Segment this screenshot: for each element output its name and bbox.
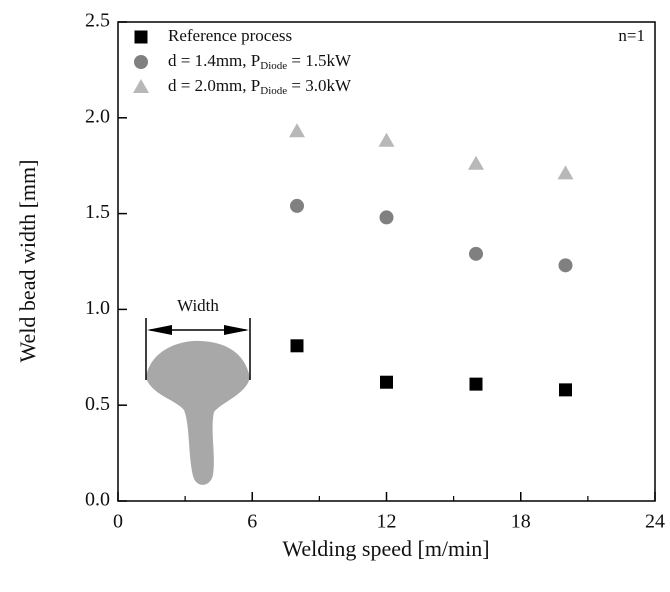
- x-tick-label: 24: [645, 511, 665, 533]
- arrow-heads: [147, 325, 249, 335]
- data-point: [469, 377, 483, 391]
- data-point: [380, 375, 393, 389]
- data-point: [289, 123, 305, 138]
- legend-label: Reference process: [168, 26, 292, 45]
- y-axis-label: Weld bead width [mm]: [15, 160, 40, 363]
- legend-marker: [134, 55, 148, 69]
- data-point: [378, 132, 395, 147]
- legend-subscript: Diode: [260, 85, 287, 97]
- y-tick-label: 2.0: [85, 105, 110, 127]
- data-point: [290, 198, 304, 213]
- x-tick-label: 18: [511, 511, 531, 533]
- y-tick-label: 1.0: [85, 297, 110, 319]
- x-tick-label: 0: [113, 511, 123, 533]
- annotation: n=1: [618, 26, 645, 45]
- legend-text: = 3.0kW: [287, 76, 352, 95]
- weld-inset: Width: [145, 296, 251, 485]
- data-point: [290, 339, 304, 353]
- y-tick-label: 1.5: [85, 201, 110, 223]
- x-axis-label: Welding speed [m/min]: [282, 536, 489, 561]
- y-tick-label: 2.5: [85, 10, 110, 32]
- legend-text: = 1.5kW: [287, 51, 352, 70]
- legend-text: Reference process: [168, 26, 292, 45]
- y-tick-label: 0.5: [85, 393, 110, 415]
- data-point: [558, 258, 573, 273]
- weld-shape: [146, 340, 250, 485]
- legend-text: d = 2.0mm, P: [168, 76, 260, 95]
- data-point: [468, 155, 484, 170]
- x-tick-label: 12: [377, 511, 397, 533]
- legend-label: d = 2.0mm, PDiode = 3.0kW: [168, 76, 352, 97]
- x-tick-label: 6: [247, 511, 257, 533]
- data-point: [379, 210, 394, 225]
- data-point: [557, 165, 574, 180]
- inset-label: Width: [177, 296, 219, 315]
- data-point: [559, 383, 572, 397]
- legend-subscript: Diode: [260, 60, 287, 72]
- y-tick-label: 0.0: [85, 489, 110, 511]
- legend-label: d = 1.4mm, PDiode = 1.5kW: [168, 51, 352, 72]
- legend-text: d = 1.4mm, P: [168, 51, 260, 70]
- legend-marker: [133, 79, 149, 93]
- legend-marker: [134, 30, 148, 44]
- data-point: [469, 246, 483, 261]
